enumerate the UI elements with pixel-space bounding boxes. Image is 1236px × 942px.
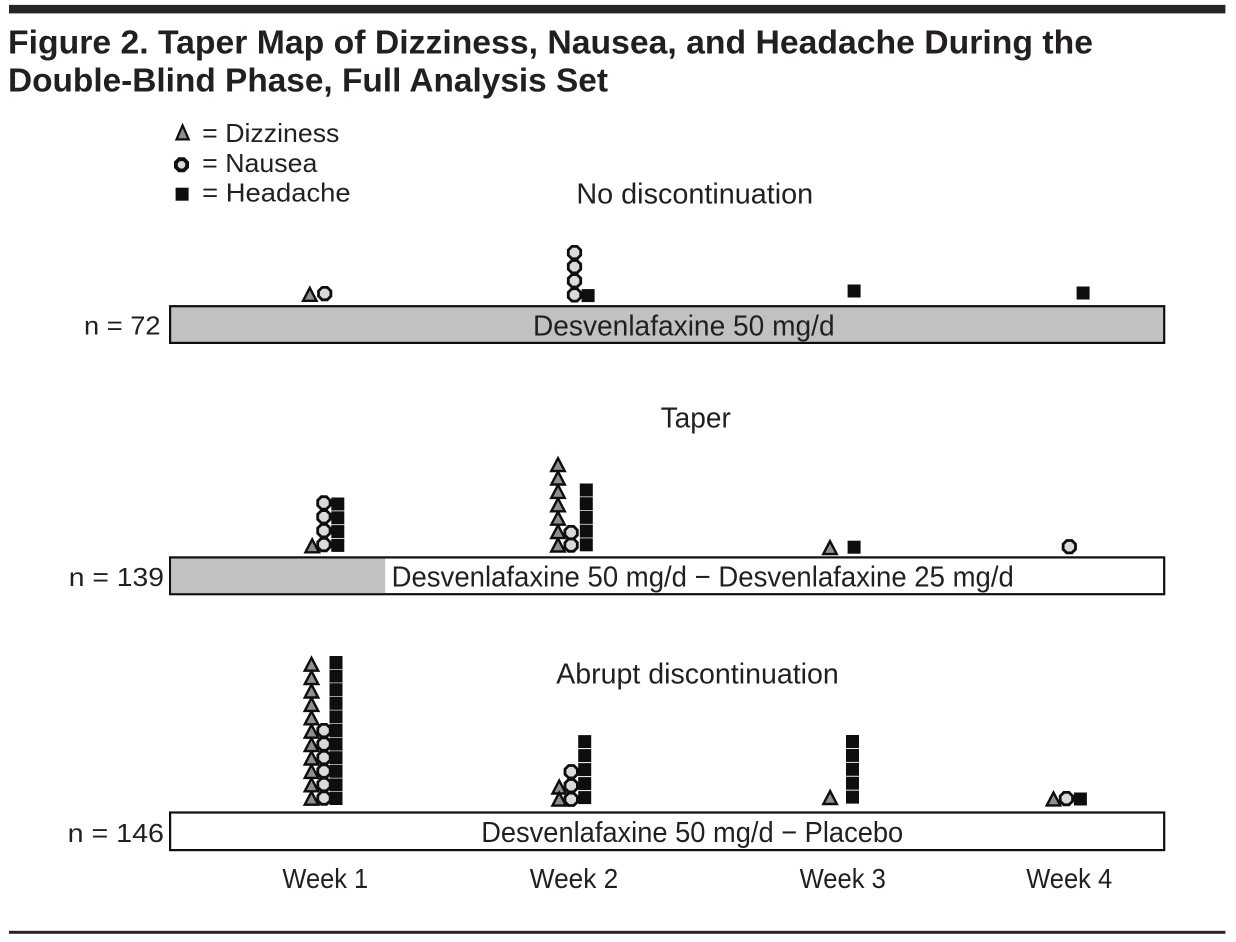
- svg-text:Week 4: Week 4: [1026, 863, 1112, 894]
- svg-text:= Headache: = Headache: [202, 178, 350, 208]
- svg-text:n = 139: n = 139: [69, 562, 164, 592]
- svg-text:Week 2: Week 2: [530, 863, 618, 894]
- svg-text:Week 1: Week 1: [282, 863, 368, 894]
- svg-text:n = 72: n = 72: [84, 311, 161, 341]
- svg-text:= Nausea: = Nausea: [202, 148, 318, 178]
- svg-text:Taper: Taper: [661, 403, 732, 435]
- svg-text:= Dizziness: = Dizziness: [202, 118, 339, 148]
- svg-text:n = 146: n = 146: [68, 818, 164, 848]
- svg-text:Desvenlafaxine 50 mg/d − Desve: Desvenlafaxine 50 mg/d − Desvenlafaxine …: [392, 562, 1014, 594]
- svg-text:Desvenlafaxine 50 mg/d − Place: Desvenlafaxine 50 mg/d − Placebo: [481, 817, 903, 849]
- svg-text:Desvenlafaxine 50 mg/d: Desvenlafaxine 50 mg/d: [533, 310, 835, 342]
- svg-text:Week 3: Week 3: [800, 863, 886, 894]
- svg-text:Figure 2. Taper Map of Dizzine: Figure 2. Taper Map of Dizziness, Nausea…: [8, 24, 1093, 61]
- svg-text:No discontinuation: No discontinuation: [576, 179, 813, 211]
- svg-text:Abrupt discontinuation: Abrupt discontinuation: [556, 659, 839, 691]
- svg-text:Double-Blind Phase, Full Analy: Double-Blind Phase, Full Analysis Set: [8, 62, 608, 99]
